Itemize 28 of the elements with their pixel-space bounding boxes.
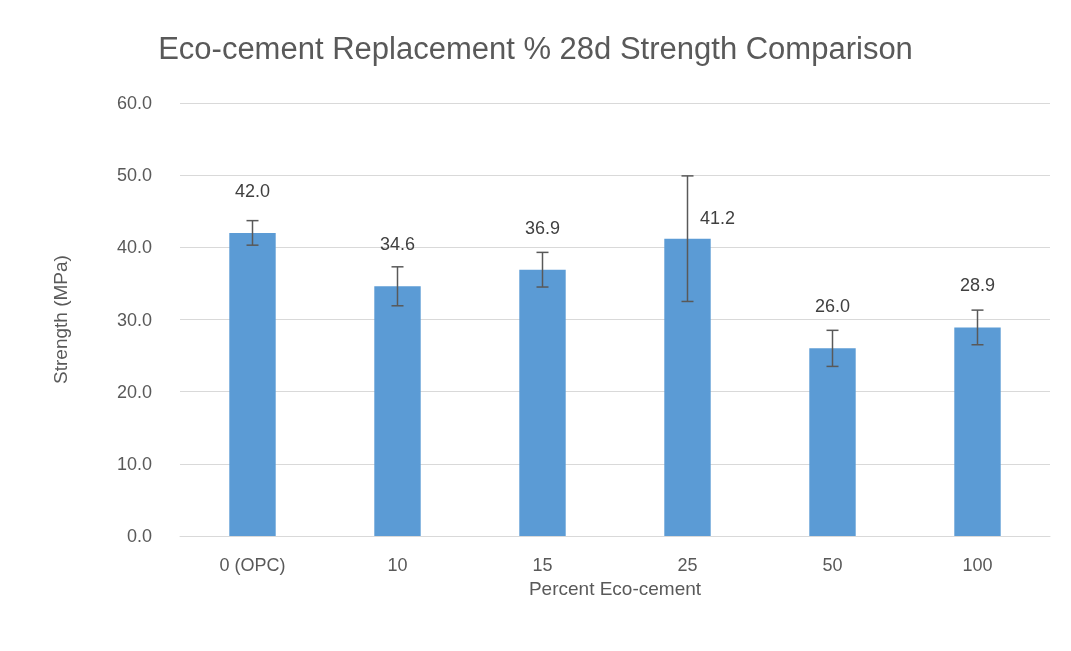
y-tick-label: 20.0 <box>116 381 152 402</box>
x-tick-label: 0 (OPC) <box>219 555 286 575</box>
data-label: 26.0 <box>814 296 851 317</box>
data-label: 36.9 <box>524 217 561 238</box>
x-tick-label: 15 <box>532 555 553 575</box>
data-label: 41.2 <box>699 207 736 228</box>
y-tick-label: 40.0 <box>116 237 152 258</box>
x-tick-label: 25 <box>677 555 698 575</box>
x-axis-title: Percent Eco-cement <box>528 577 702 599</box>
y-tick-label: 30.0 <box>116 309 152 330</box>
x-tick-label: 100 <box>962 555 993 575</box>
y-tick-label: 60.0 <box>116 93 152 113</box>
x-tick-label: 50 <box>822 555 843 575</box>
bar <box>519 269 566 536</box>
y-tick-label: 0.0 <box>126 526 152 546</box>
y-axis-title: Strength (MPa) <box>50 255 71 384</box>
bar <box>809 348 856 536</box>
y-tick-label: 10.0 <box>116 453 152 474</box>
data-label: 42.0 <box>234 180 271 201</box>
bar <box>954 327 1001 536</box>
data-label: 34.6 <box>379 234 416 255</box>
bar <box>374 286 421 536</box>
y-tick-label: 50.0 <box>116 165 152 186</box>
data-label: 28.9 <box>959 275 996 296</box>
chart-title: Eco-cement Replacement % 28d Strength Comparison <box>158 31 913 66</box>
bar <box>229 232 276 536</box>
x-tick-label: 10 <box>387 555 408 575</box>
bar <box>664 238 711 536</box>
